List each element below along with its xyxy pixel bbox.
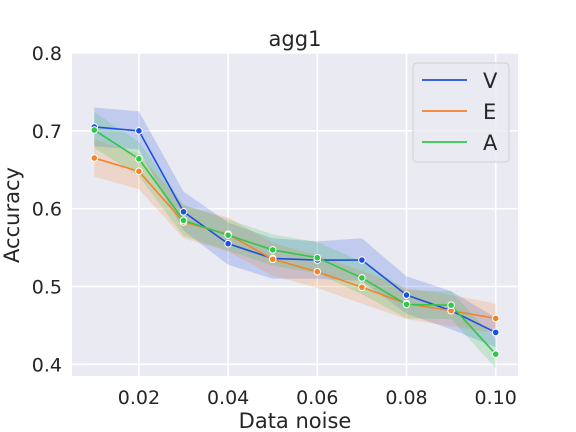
x-tick-labels: 0.02 0.04 0.06 0.08 0.10 xyxy=(118,387,517,409)
x-tick-label: 0.10 xyxy=(475,387,517,409)
x-tick-label: 0.02 xyxy=(118,387,160,409)
point-v xyxy=(135,127,143,135)
point-a xyxy=(179,216,188,225)
point-e xyxy=(313,267,322,276)
y-tick-label: 0.4 xyxy=(32,354,62,376)
point-a xyxy=(90,126,99,134)
point-v xyxy=(402,291,411,299)
point-a xyxy=(402,300,411,309)
line-a xyxy=(93,129,497,355)
band-e xyxy=(94,139,496,334)
point-a xyxy=(135,155,143,163)
y-axis-label: Accuracy xyxy=(0,167,24,263)
point-e xyxy=(90,154,99,162)
point-a xyxy=(313,253,322,262)
y-tick-label: 0.5 xyxy=(32,276,62,298)
line-e xyxy=(94,157,496,320)
x-axis-label: Data noise xyxy=(239,409,352,432)
x-tick-label: 0.04 xyxy=(207,387,249,409)
legend-label-v: V xyxy=(483,69,498,93)
point-e xyxy=(135,167,143,176)
point-v xyxy=(224,239,232,248)
point-a xyxy=(358,274,366,282)
point-v xyxy=(179,207,188,216)
point-a xyxy=(491,350,500,359)
point-e xyxy=(491,314,500,323)
point-a xyxy=(224,231,232,239)
legend-label-a: A xyxy=(483,131,498,155)
x-tick-label: 0.06 xyxy=(296,387,338,409)
point-v xyxy=(491,328,500,337)
series-lines xyxy=(93,126,497,355)
legend: VEA xyxy=(412,62,510,163)
chart-title: agg1 xyxy=(269,27,322,51)
legend-box xyxy=(412,62,510,163)
y-tick-label: 0.8 xyxy=(32,43,62,65)
point-e xyxy=(268,255,277,264)
grid-lines xyxy=(72,52,518,376)
series-points xyxy=(90,123,500,359)
line-v xyxy=(94,126,497,334)
point-a xyxy=(268,246,277,254)
y-tick-labels: 0.4 0.5 0.6 0.7 0.8 xyxy=(32,43,62,376)
point-v xyxy=(358,256,366,264)
point-a xyxy=(447,301,455,309)
y-tick-label: 0.7 xyxy=(32,121,62,143)
band-a xyxy=(94,112,496,369)
x-tick-label: 0.08 xyxy=(385,387,427,409)
legend-label-e: E xyxy=(483,100,496,124)
y-tick-label: 0.6 xyxy=(32,199,62,221)
point-e xyxy=(358,283,366,292)
